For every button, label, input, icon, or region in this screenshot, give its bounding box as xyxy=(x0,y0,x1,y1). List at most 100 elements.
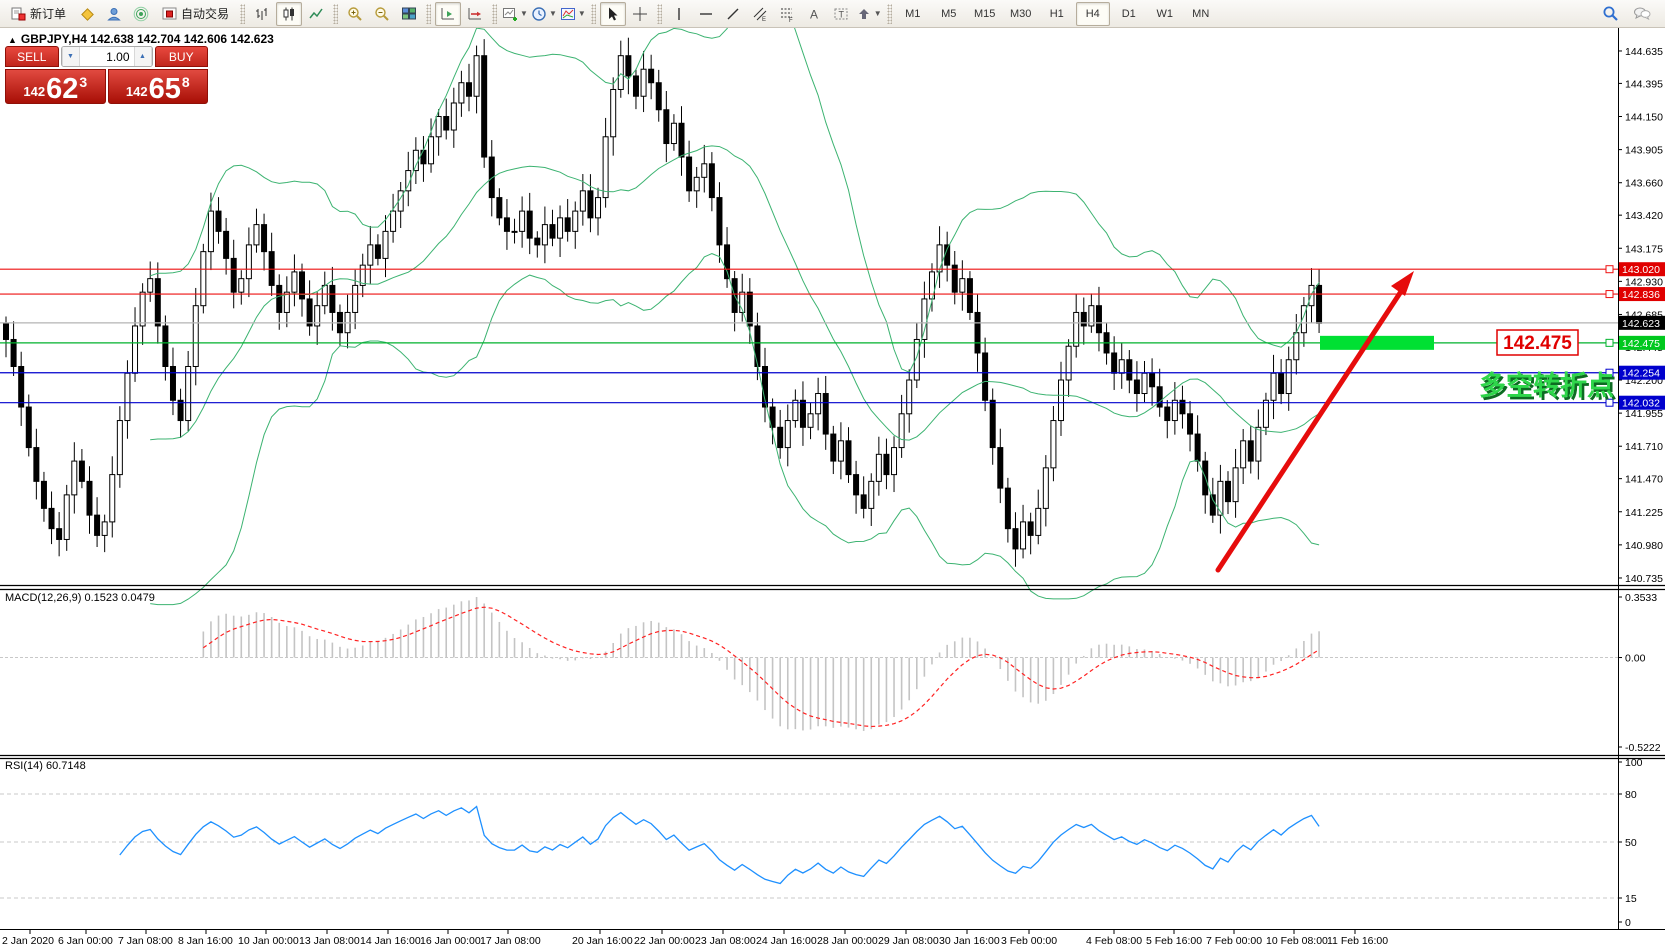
candle-body xyxy=(906,379,913,415)
equidistant-channel-button[interactable]: E xyxy=(747,2,773,26)
text-icon: A xyxy=(810,7,818,21)
price-tag-142.623 xyxy=(1619,315,1665,330)
chart-canvas[interactable]: 142.475多空转折点多空转折点144.635144.395144.15014… xyxy=(0,28,1665,948)
candle-body xyxy=(595,197,602,219)
auto-trading-button[interactable]: 自动交易 xyxy=(155,2,236,26)
candlesticks-layer xyxy=(3,37,1323,567)
time-axis-label: 28 Jan 00:00 xyxy=(817,935,878,947)
time-axis[interactable] xyxy=(29,929,1356,934)
hline-anchor[interactable] xyxy=(1605,265,1614,274)
volume-input[interactable] xyxy=(79,47,134,66)
line-chart-icon xyxy=(309,8,323,18)
bar-chart-button[interactable] xyxy=(249,2,275,26)
timeframe-button-h4[interactable]: H4 xyxy=(1075,1,1110,26)
macd-bar xyxy=(1128,646,1131,658)
profile-button[interactable] xyxy=(101,2,127,26)
price-callout-box[interactable] xyxy=(1496,329,1579,356)
candle-body xyxy=(18,365,25,408)
macd-bar xyxy=(756,657,759,701)
auto-scroll-button[interactable] xyxy=(435,1,462,26)
cursor-button[interactable] xyxy=(599,1,626,26)
sell-price-button[interactable]: 142 62 3 xyxy=(5,69,106,104)
horizontal-line-button[interactable] xyxy=(693,2,719,26)
sell-price-sup: 3 xyxy=(79,74,88,90)
hline-anchor[interactable] xyxy=(1605,398,1614,407)
candle-body xyxy=(807,413,814,428)
timeframe-button-m1[interactable]: M1 xyxy=(905,7,921,20)
macd-bar xyxy=(248,614,250,658)
buy-price-button[interactable]: 142 65 8 xyxy=(107,69,208,104)
timeframe-button-m15[interactable]: M15 xyxy=(974,7,996,20)
sell-button[interactable]: SELL xyxy=(5,46,59,67)
macd-bar xyxy=(559,657,561,660)
price-axis-tick-label: 141.710 xyxy=(1625,441,1663,453)
macd-bar xyxy=(323,639,326,658)
chart-background xyxy=(0,28,1665,948)
collapse-triangle-icon[interactable]: ▲ xyxy=(8,35,17,45)
fibonacci-button[interactable]: F xyxy=(774,2,800,26)
hline-anchor[interactable] xyxy=(1605,290,1614,299)
chat-button[interactable] xyxy=(1629,2,1655,26)
metaquotes-button[interactable] xyxy=(74,2,100,26)
macd-bar xyxy=(642,622,645,658)
buy-button[interactable]: BUY xyxy=(154,46,208,67)
new-order-label: 新订单 xyxy=(30,7,67,21)
svg-text:E: E xyxy=(762,17,766,22)
line-chart-button[interactable] xyxy=(303,2,329,26)
trend-arrow-shaft[interactable] xyxy=(1215,287,1405,573)
candle-body xyxy=(610,88,617,138)
candle-body xyxy=(192,305,199,367)
chart-shift-button[interactable] xyxy=(462,2,488,26)
vertical-line-button[interactable] xyxy=(666,2,692,26)
text-button[interactable]: A xyxy=(801,2,827,26)
macd-bar xyxy=(703,648,706,658)
candle-body xyxy=(519,210,526,232)
timeframe-button-h1[interactable]: H1 xyxy=(1049,7,1064,20)
macd-axis-tick-label: 0.00 xyxy=(1625,653,1646,665)
new-order-button[interactable]: 新订单 xyxy=(4,2,73,26)
candlestick-chart-button[interactable] xyxy=(276,1,303,26)
candle-body xyxy=(185,365,192,422)
support-zone-bar[interactable] xyxy=(1320,335,1434,350)
volume-increment-button[interactable]: ▲ xyxy=(133,47,152,66)
candle-body xyxy=(314,305,321,327)
macd-bar xyxy=(437,609,440,658)
periods-dropdown[interactable]: ▼ xyxy=(530,2,558,26)
timeframe-button-m30[interactable]: M30 xyxy=(1010,7,1032,20)
macd-bar xyxy=(316,638,318,658)
macd-bar xyxy=(695,645,698,658)
time-axis-label: 23 Jan 08:00 xyxy=(695,935,756,947)
zoom-in-button[interactable] xyxy=(342,2,368,26)
trendline-button[interactable] xyxy=(720,2,746,26)
volume-decrement-button[interactable]: ▼ xyxy=(61,47,80,66)
candle-body xyxy=(276,284,283,313)
candle-body xyxy=(359,264,366,286)
tile-windows-button[interactable] xyxy=(396,2,422,26)
macd-bar xyxy=(498,621,501,658)
timeframe-button-mn[interactable]: MN xyxy=(1192,7,1210,20)
candle-body xyxy=(420,149,427,165)
candle-body xyxy=(306,298,313,327)
timeframe-button-m5[interactable]: M5 xyxy=(941,7,957,20)
arrows-dropdown[interactable]: ▼ xyxy=(855,2,883,26)
zoom-out-button[interactable] xyxy=(369,2,395,26)
timeframe-button-d1[interactable]: D1 xyxy=(1121,7,1136,20)
macd-bar xyxy=(453,604,455,658)
timeframe-button-w1[interactable]: W1 xyxy=(1156,7,1173,20)
macd-bar xyxy=(802,657,804,731)
indicators-dropdown[interactable]: ▼ xyxy=(559,2,587,26)
text-label-button[interactable]: T xyxy=(828,2,854,26)
candle-body xyxy=(632,75,639,97)
indicators-icon xyxy=(560,7,575,20)
search-button[interactable] xyxy=(1597,2,1623,26)
turning-point-text[interactable]: 多空转折点 xyxy=(1479,370,1614,401)
hline-anchor[interactable] xyxy=(1605,338,1614,347)
macd-bar xyxy=(255,612,258,658)
crosshair-button[interactable] xyxy=(627,2,653,26)
news-signal-button[interactable] xyxy=(128,2,154,26)
candle-body xyxy=(473,55,480,97)
new-chart-dropdown[interactable]: ▼ xyxy=(501,2,529,26)
candle-body xyxy=(1247,440,1254,462)
candle-body xyxy=(261,224,268,253)
hline-anchor[interactable] xyxy=(1605,368,1614,377)
